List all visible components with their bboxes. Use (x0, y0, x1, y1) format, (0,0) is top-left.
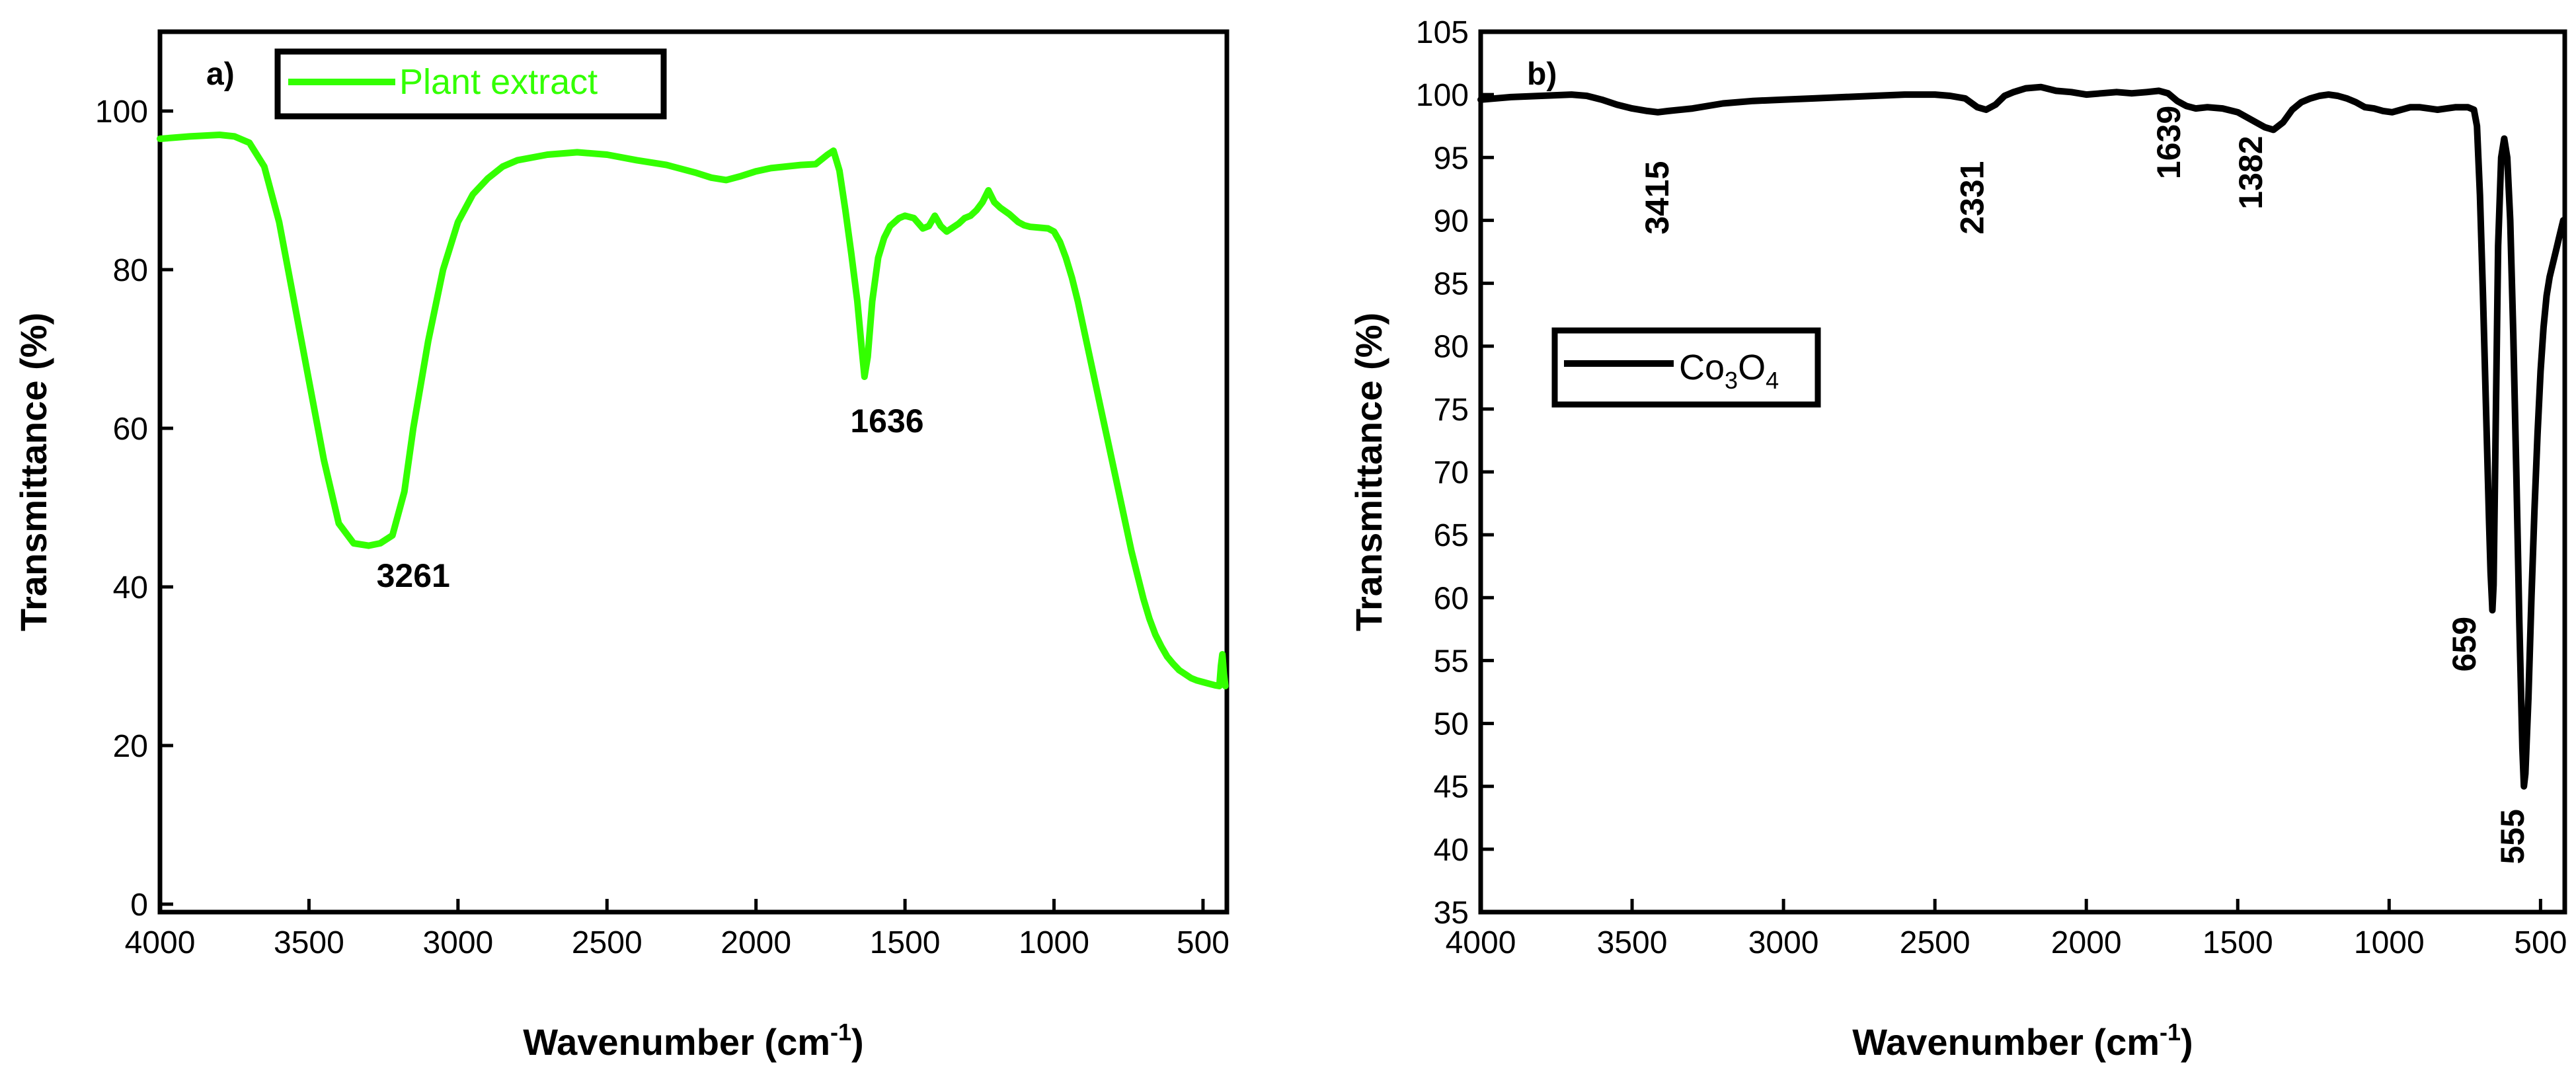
chart-b-legend-box (1551, 327, 1821, 408)
chart-a-x-axis-title-sup: -1 (830, 1018, 851, 1046)
chart-b-legend-sub4: 4 (1766, 367, 1779, 394)
chart-b-x-axis-title: Wavenumber (cm-1) (1852, 1018, 2193, 1063)
chart-b-y-tick-label: 75 (1434, 393, 1469, 428)
chart-b-x-axis-title-sup: -1 (2160, 1018, 2181, 1046)
chart-a-x-axis-title-main: Wavenumber (cm (523, 1021, 830, 1063)
chart-b-y-tick-label: 45 (1434, 770, 1469, 805)
chart-b-y-axis-title: Transmittance (%) (1348, 313, 1389, 631)
chart-b-x-tick-label: 3500 (1597, 925, 1668, 960)
chart-a-x-tick-label: 2500 (572, 925, 643, 960)
chart-a-legend: Plant extract (274, 48, 667, 120)
chart-a-x-tick-label: 3500 (274, 925, 344, 960)
chart-a-y-tick-label: 100 (95, 95, 148, 130)
chart-a-plot-frame (157, 29, 1229, 915)
chart-a-y-axis-title: Transmittance (%) (13, 313, 54, 631)
chart-b-gridless-axes: 4000 3500 3000 2500 2000 1500 1000 500 35 40 45 50 5… (1416, 15, 2567, 960)
chart-b-y-tick-label: 105 (1416, 15, 1469, 50)
chart-b-annotation-659: 659 (2446, 617, 2483, 672)
chart-b-annotation-3415: 3415 (1639, 161, 1676, 235)
chart-b-annotation-2331: 2331 (1953, 161, 1990, 235)
chart-b-x-axis-title-main: Wavenumber (cm (1852, 1021, 2160, 1063)
chart-b-x-tick-label: 500 (2514, 925, 2567, 960)
chart-b-y-tick-label: 90 (1434, 204, 1469, 239)
chart-a-series-line (157, 132, 1229, 689)
chart-b-y-tick-label: 40 (1434, 833, 1469, 868)
chart-b-y-tick-label: 65 (1434, 518, 1469, 553)
chart-b-x-tick-label: 1000 (2354, 925, 2425, 960)
chart-b-x-tick-label: 2500 (1900, 925, 1971, 960)
chart-b-x-tick-label: 4000 (1446, 925, 1516, 960)
chart-b-legend-o: O (1738, 348, 1766, 387)
chart-b-y-tick-label: 80 (1434, 330, 1469, 365)
chart-a-y-tick-label: 20 (113, 729, 148, 764)
chart-b-x-tick-label: 3000 (1748, 925, 1819, 960)
chart-b-y-tick-label: 60 (1434, 581, 1469, 616)
chart-a-y-tick-label: 60 (113, 412, 148, 447)
chart-b-legend-co: Co (1679, 348, 1725, 387)
chart-a: 4000 3500 3000 2500 2000 1500 1000 500 0 20 40 60 80… (13, 29, 1229, 1063)
chart-b-y-tick-label: 85 (1434, 267, 1469, 302)
chart-b-x-tick-label: 2000 (2051, 925, 2122, 960)
chart-b-x-tick-label: 1500 (2203, 925, 2273, 960)
chart-b-legend-sub3: 3 (1725, 367, 1738, 394)
chart-b-panel-label: b) (1527, 57, 1557, 92)
chart-b-y-tick-label: 100 (1416, 78, 1469, 113)
chart-a-annotation-3261: 3261 (377, 557, 450, 594)
chart-b-y-tick-label: 35 (1434, 896, 1469, 931)
chart-b-y-tick-label: 55 (1434, 644, 1469, 679)
chart-a-x-tick-label: 1000 (1019, 925, 1089, 960)
chart-b: 4000 3500 3000 2500 2000 1500 1000 500 35 40 45 50 5… (1348, 15, 2567, 1063)
chart-a-x-tick-label: 2000 (721, 925, 791, 960)
chart-b-x-axis-title-close: ) (2181, 1021, 2193, 1063)
chart-b-y-tick-label: 95 (1434, 141, 1469, 176)
chart-b-legend: Co3O4 (1551, 327, 1821, 408)
chart-a-y-tick-label: 0 (130, 888, 148, 923)
chart-a-gridless-axes: 4000 3500 3000 2500 2000 1500 1000 500 0 20 40 60 80… (95, 95, 1229, 960)
chart-b-annotation-1639: 1639 (2150, 106, 2187, 179)
chart-a-legend-label: Plant extract (399, 62, 598, 102)
chart-a-x-tick-label: 1500 (870, 925, 941, 960)
chart-a-x-tick-label: 500 (1177, 925, 1229, 960)
chart-a-y-tick-label: 80 (113, 253, 148, 288)
chart-a-x-tick-label: 3000 (422, 925, 493, 960)
chart-a-panel-label: a) (206, 57, 235, 92)
chart-a-x-tick-label: 4000 (125, 925, 196, 960)
chart-a-x-axis-title-close: ) (851, 1021, 864, 1063)
chart-b-series-line (1477, 83, 2567, 790)
chart-a-x-axis-title: Wavenumber (cm-1) (523, 1018, 863, 1063)
chart-a-y-tick-label: 40 (113, 570, 148, 605)
chart-b-y-tick-label: 70 (1434, 455, 1469, 490)
chart-b-legend-label: Co3O4 (1679, 348, 1779, 394)
chart-b-annotation-555: 555 (2494, 809, 2531, 864)
chart-b-annotation-1382: 1382 (2232, 135, 2269, 209)
chart-a-annotation-1636: 1636 (850, 403, 923, 440)
chart-b-y-tick-label: 50 (1434, 707, 1469, 742)
